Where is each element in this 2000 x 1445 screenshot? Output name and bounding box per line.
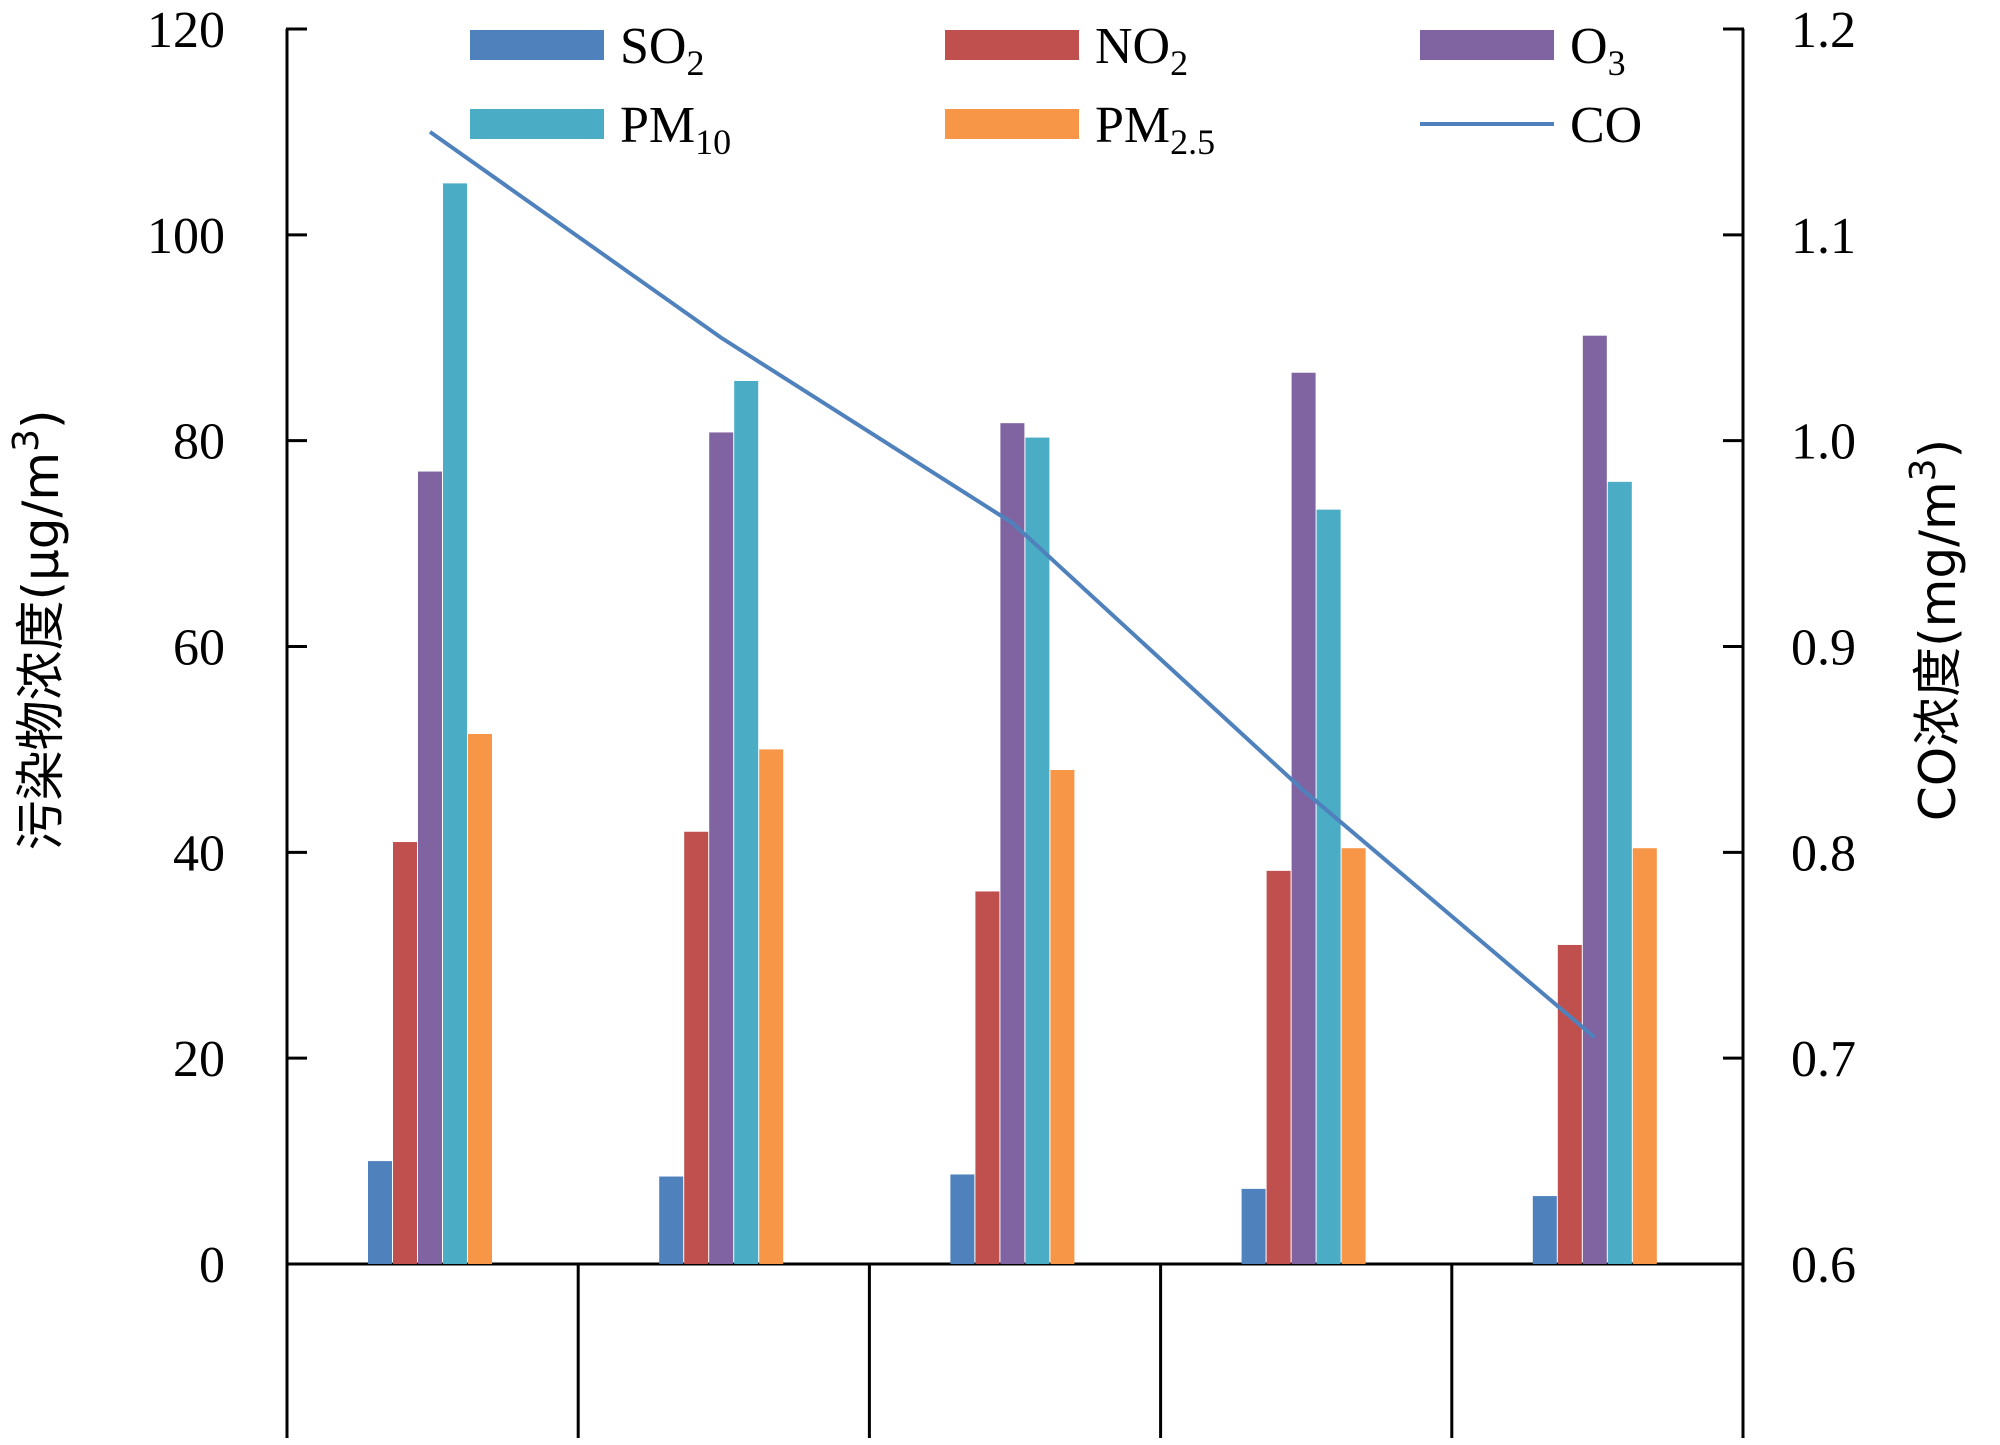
- bar-pm25-5: [1632, 848, 1657, 1264]
- bar-pm10-4: [1316, 509, 1341, 1264]
- right-tick-label: 1.1: [1791, 208, 1856, 265]
- right-tick-label: 0.8: [1791, 825, 1856, 882]
- bar-so2-3: [950, 1174, 975, 1264]
- bar-o3-5: [1582, 335, 1607, 1265]
- legend-swatch-pm25: [945, 109, 1079, 139]
- left-tick-label: 60: [173, 620, 225, 677]
- bar-pm25-1: [468, 733, 492, 1264]
- bar-no2-4: [1266, 870, 1291, 1264]
- co-line: [428, 130, 1597, 1040]
- bar-pm25-4: [1341, 848, 1366, 1264]
- legend-label-o3: O3: [1570, 18, 1626, 83]
- bar-o3-2: [709, 432, 734, 1264]
- right-tick-label: 0.7: [1791, 1031, 1856, 1088]
- bar-pm25-2: [759, 749, 784, 1264]
- bar-no2-1: [393, 842, 417, 1264]
- legend-swatch-no2: [945, 30, 1079, 60]
- bar-no2-3: [975, 891, 1000, 1264]
- bar-pm10-3: [1025, 437, 1050, 1264]
- bar-no2-2: [684, 831, 709, 1264]
- left-tick-label: 20: [173, 1031, 225, 1088]
- bar-pm25-3: [1050, 770, 1075, 1264]
- bar-so2-1: [368, 1161, 392, 1264]
- left-tick-label: 40: [173, 825, 225, 882]
- y-axis-title: 污染物浓度(μg/m3): [6, 409, 70, 850]
- legend-label-co: CO: [1570, 97, 1642, 154]
- left-tick-label: 100: [147, 208, 225, 265]
- bars: [368, 183, 1657, 1265]
- legend-label-pm10: PM10: [620, 97, 731, 162]
- bar-o3-1: [418, 471, 442, 1265]
- legend-swatch-pm10: [470, 109, 604, 139]
- bar-pm10-1: [443, 183, 467, 1264]
- bar-pm10-2: [734, 380, 759, 1265]
- legend-label-pm25: PM2.5: [1095, 97, 1215, 162]
- bar-o3-3: [1000, 423, 1025, 1264]
- legend-swatch-so2: [470, 30, 604, 60]
- bar-so2-4: [1241, 1188, 1266, 1264]
- bar-o3-4: [1291, 372, 1316, 1264]
- bar-no2-5: [1557, 944, 1582, 1264]
- left-tick-labels: 0 20 40 60 80 100 120: [147, 2, 307, 1294]
- bar-so2-2: [659, 1176, 684, 1264]
- right-tick-label: 0.6: [1791, 1237, 1856, 1294]
- legend-label-no2: NO2: [1095, 18, 1188, 83]
- right-tick-labels: 0.6 0.7 0.8 0.9 1.0 1.1 1.2: [1723, 2, 1856, 1294]
- legend: SO2 NO2 O3 PM10 PM2.5 CO: [470, 18, 1642, 162]
- right-tick-label: 1.0: [1791, 414, 1856, 471]
- left-tick-label: 0: [199, 1237, 225, 1294]
- left-tick-label: 80: [173, 414, 225, 471]
- y2-axis-title: CO浓度(mg/m3): [1903, 439, 1967, 821]
- right-tick-label: 1.2: [1791, 2, 1856, 59]
- bar-so2-5: [1532, 1196, 1557, 1264]
- legend-swatch-o3: [1420, 30, 1554, 60]
- left-tick-label: 120: [147, 2, 225, 59]
- legend-label-so2: SO2: [620, 18, 704, 83]
- co-line-group: [428, 130, 1597, 1040]
- right-tick-label: 0.9: [1791, 620, 1856, 677]
- bar-pm10-5: [1607, 481, 1632, 1264]
